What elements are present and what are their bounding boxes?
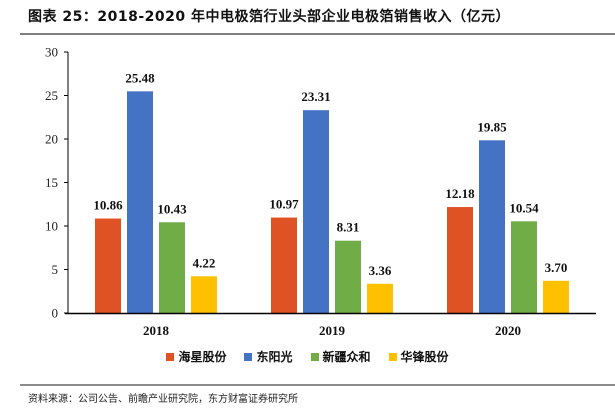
x-tick-label: 2019 (319, 323, 346, 338)
bar (271, 217, 297, 313)
bar (303, 110, 329, 313)
y-tick-label: 15 (45, 175, 58, 190)
bar (479, 140, 505, 313)
data-label: 10.43 (157, 201, 187, 216)
legend-swatch (388, 352, 397, 361)
bar (367, 283, 393, 313)
footer-divider (20, 384, 615, 386)
y-tick-label: 25 (45, 88, 58, 103)
legend-label: 华锋股份 (400, 350, 449, 364)
data-label: 25.48 (125, 70, 155, 85)
y-tick-label: 0 (52, 306, 59, 321)
data-label: 3.36 (369, 263, 392, 278)
chart-title: 图表 25：2018-2020 年中电极箔行业头部企业电极箔销售收入（亿元） (28, 9, 510, 25)
bar (511, 221, 537, 313)
legend-item: 新疆众和 (310, 348, 371, 365)
data-label: 3.70 (545, 260, 568, 275)
legend-item: 东阳光 (244, 348, 293, 365)
bar (191, 276, 217, 313)
legend-swatch (310, 352, 319, 361)
y-tick-label: 30 (45, 45, 58, 60)
data-label: 10.86 (93, 198, 123, 213)
data-label: 23.31 (301, 89, 330, 104)
x-tick-label: 2020 (495, 323, 521, 338)
legend-label: 东阳光 (256, 350, 293, 364)
title-divider (20, 33, 615, 35)
bar-chart: 0 5 10 15 20 25 30 10.86 25.48 10.43 4.22 2018 10.97… (45, 45, 596, 338)
y-tick-label: 5 (52, 262, 59, 277)
legend-label: 新疆众和 (322, 350, 371, 364)
legend-item: 海星股份 (166, 348, 226, 365)
data-label: 10.97 (269, 197, 299, 212)
data-label: 12.18 (445, 186, 475, 201)
x-tick-label: 2018 (143, 323, 170, 338)
y-tick-label: 10 (45, 219, 58, 234)
bar (335, 240, 361, 313)
legend-item: 华锋股份 (388, 348, 449, 365)
legend-label: 海星股份 (178, 350, 227, 364)
y-tick-label: 20 (45, 132, 58, 147)
legend-swatch (166, 352, 175, 361)
chart-legend: 海星股份 东阳光 新疆众和 华锋股份 (0, 348, 615, 365)
bar (95, 218, 121, 313)
bar (543, 280, 569, 313)
bar (159, 222, 185, 313)
data-label: 4.22 (193, 255, 216, 270)
bar (447, 207, 473, 313)
bar (127, 91, 153, 313)
data-label: 8.31 (337, 220, 360, 235)
data-label: 19.85 (477, 119, 507, 134)
data-label: 10.54 (509, 200, 539, 215)
source-note: 资料来源：公司公告、前瞻产业研究院，东方财富证券研究所 (28, 394, 298, 405)
legend-swatch (244, 352, 253, 361)
